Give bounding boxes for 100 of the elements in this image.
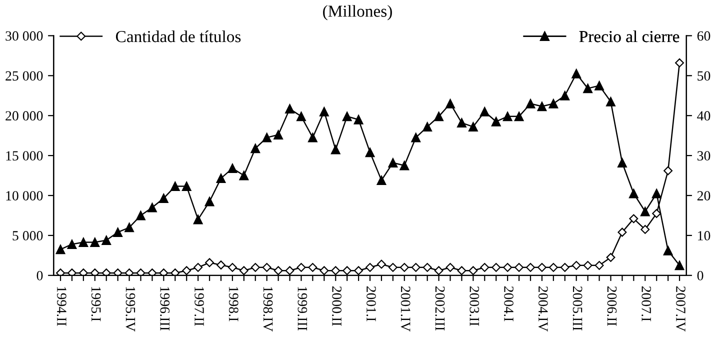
point <box>148 268 157 276</box>
point <box>411 262 420 272</box>
point <box>342 112 352 122</box>
point <box>388 262 398 272</box>
point <box>594 260 604 270</box>
point <box>308 132 318 142</box>
x-tick-label: 1998.I <box>228 287 238 322</box>
point <box>182 266 192 276</box>
point <box>158 194 168 204</box>
point <box>400 262 409 272</box>
point <box>388 158 398 168</box>
x-tick-label: 2004.I <box>504 286 514 322</box>
y2-tick-label: 40 <box>697 111 710 121</box>
point <box>652 188 662 198</box>
point <box>124 222 134 232</box>
point <box>170 182 180 192</box>
point <box>572 260 581 270</box>
point <box>319 106 329 116</box>
point <box>664 166 673 176</box>
point <box>572 68 582 78</box>
point <box>354 114 364 124</box>
x-tick-label: 2000.II <box>332 286 342 326</box>
y2-tick-label: 20 <box>697 191 710 200</box>
point <box>548 262 558 272</box>
point <box>629 214 638 224</box>
point <box>548 98 558 108</box>
point <box>228 262 237 272</box>
point <box>113 268 122 276</box>
point <box>583 84 593 94</box>
x-tick-label: 1998.IV <box>263 287 273 332</box>
point <box>617 158 627 168</box>
point <box>434 266 444 276</box>
point <box>216 174 226 184</box>
point <box>262 262 272 272</box>
point <box>250 262 260 272</box>
y2-tick-label: 60 <box>697 31 710 41</box>
point <box>674 260 684 270</box>
point <box>285 266 294 276</box>
y2-tick-label: 0 <box>697 270 704 280</box>
point <box>675 58 684 68</box>
point <box>526 98 536 108</box>
point <box>560 262 570 272</box>
y2-tick-label: 50 <box>698 71 710 81</box>
point <box>147 202 157 212</box>
point <box>422 122 432 132</box>
legend-label: Precio al cierre <box>579 30 680 42</box>
x-tick-label: 1999.III <box>298 287 308 330</box>
point <box>457 266 466 276</box>
point <box>274 130 284 140</box>
point <box>262 132 272 142</box>
y2-tick-label: 10 <box>698 231 710 240</box>
point <box>492 262 501 272</box>
y-tick-label: 25 000 <box>6 71 43 81</box>
point <box>90 268 100 276</box>
point <box>468 266 478 276</box>
point <box>194 262 203 272</box>
x-tick-label: 2006.II <box>607 286 617 326</box>
point <box>400 160 410 170</box>
point <box>640 224 650 234</box>
point <box>285 104 294 114</box>
x-tick-label: 2004.IV <box>538 286 548 332</box>
point <box>457 118 466 128</box>
point <box>182 182 192 192</box>
y-tick-label: 20 000 <box>6 111 43 121</box>
point <box>606 252 616 262</box>
point <box>296 112 306 122</box>
point <box>159 268 168 276</box>
x-tick-label: 2007.IV <box>676 286 686 332</box>
point <box>56 268 65 276</box>
point <box>320 266 329 276</box>
x-tick-label: 2001.IV <box>400 286 410 332</box>
x-tick-label: 2005.III <box>572 286 582 330</box>
point <box>502 112 512 122</box>
point <box>78 268 88 276</box>
point <box>136 268 146 276</box>
point <box>537 102 547 112</box>
x-tick-label: 1995.I <box>91 287 101 322</box>
point <box>480 262 490 272</box>
point <box>296 262 306 272</box>
y-tick-label: 10 000 <box>6 191 43 200</box>
x-tick-label: 2001.I <box>366 286 376 322</box>
point <box>250 144 260 154</box>
point <box>56 244 66 254</box>
point <box>618 228 627 237</box>
point <box>594 80 604 90</box>
point <box>526 262 535 272</box>
point <box>239 266 248 276</box>
point <box>102 268 111 276</box>
point <box>228 164 238 174</box>
point <box>434 112 444 122</box>
point <box>491 116 501 126</box>
y-tick-label: 30 000 <box>6 31 43 41</box>
point <box>640 206 650 216</box>
point <box>468 122 478 132</box>
point <box>193 214 203 224</box>
x-tick-label: 1997.II <box>194 287 204 326</box>
x-tick-label: 1994.II <box>56 287 66 326</box>
point <box>354 266 364 276</box>
point <box>376 176 386 186</box>
chart-title: (Millones) <box>323 5 392 20</box>
